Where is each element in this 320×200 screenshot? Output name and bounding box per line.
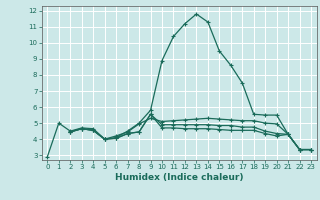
- X-axis label: Humidex (Indice chaleur): Humidex (Indice chaleur): [115, 173, 244, 182]
